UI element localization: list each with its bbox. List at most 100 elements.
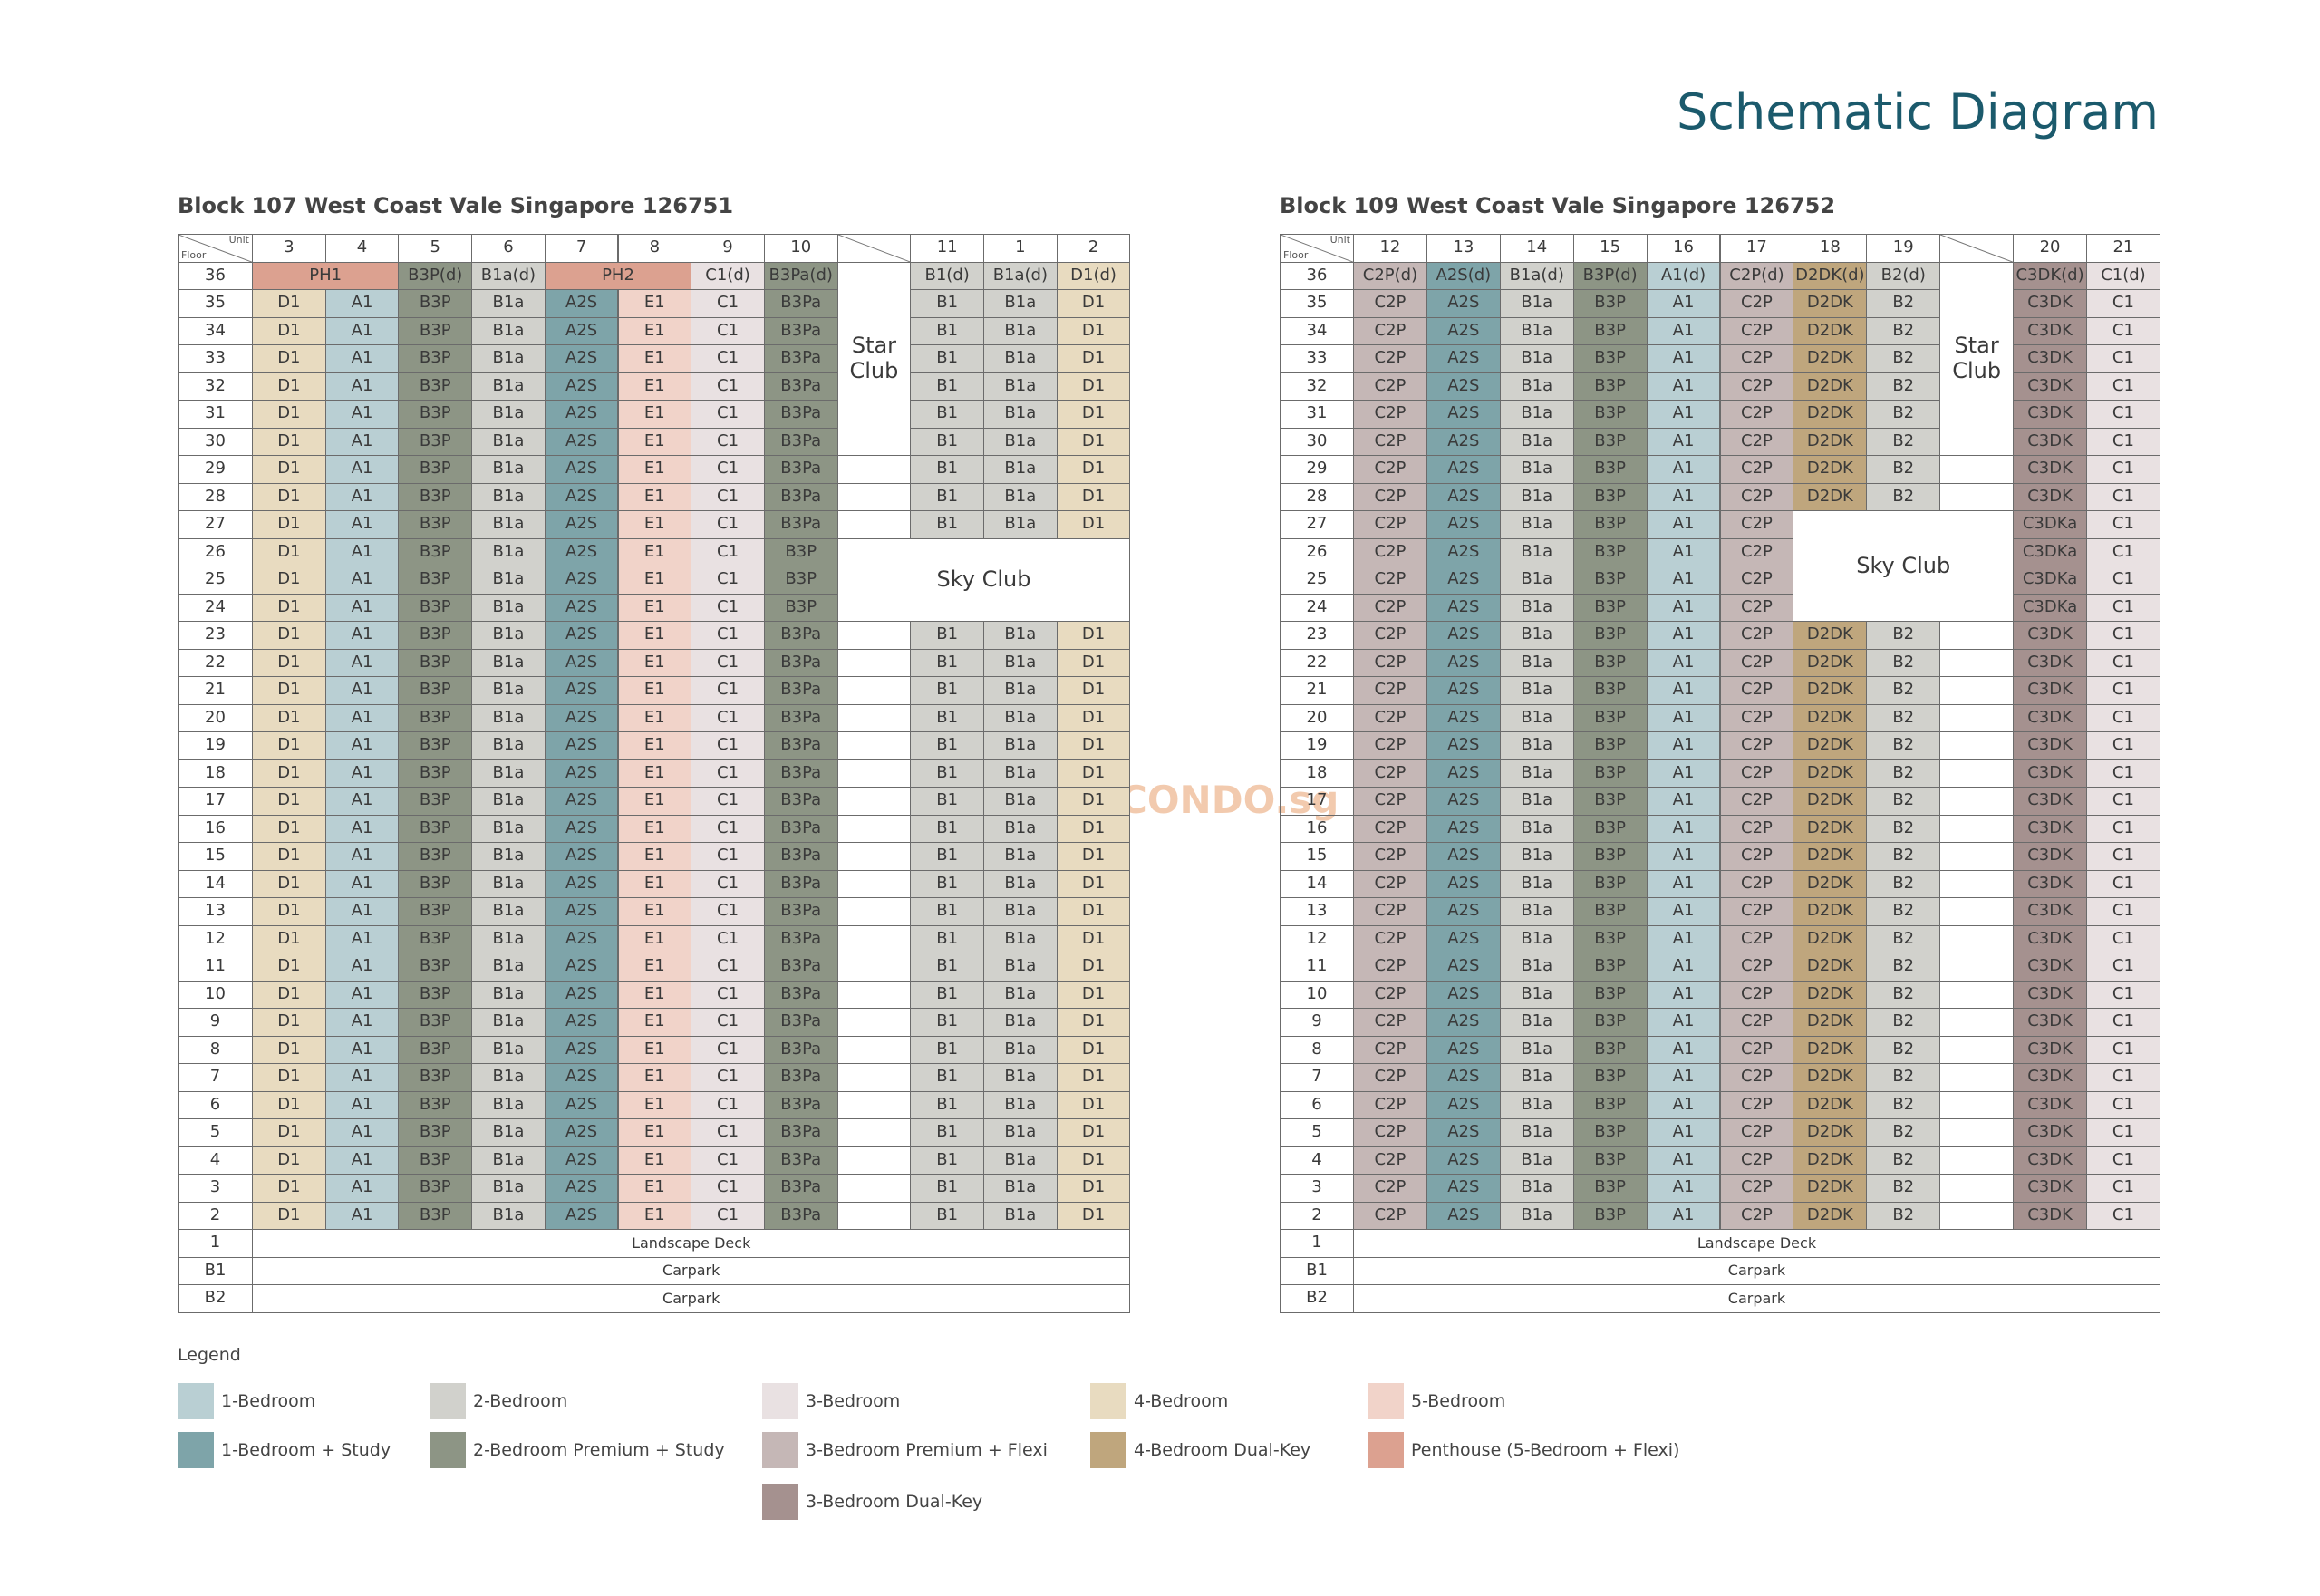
unit-cell: B2 [1866,842,1941,871]
unit-cell: E1 [617,731,692,760]
unit-cell: C3DK [2013,1008,2087,1037]
unit-cell: B3Pa [763,344,838,373]
unit-cell: B1 [910,1008,984,1037]
unit-cell: C1(d) [691,261,765,290]
unit-cell: A1 [1646,566,1721,595]
unit-cell: A1 [1646,953,1721,982]
unit-cell: B1a [471,400,546,429]
unit-cell: B3Pa [763,400,838,429]
unit-cell: B3P [398,897,473,926]
unit-cell: A1 [1646,703,1721,732]
unit-cell: B3P [1572,593,1648,622]
unit-cell: A1 [1646,648,1721,677]
unit-cell: A2S [544,566,619,595]
header-gap [1939,234,2015,263]
unit-cell: C2P [1353,566,1427,595]
unit-header: 18 [1793,234,1868,263]
unit-cell: B1a [983,289,1058,318]
unit-cell: B1a [983,1174,1058,1203]
unit-cell: B1a [983,344,1058,373]
legend-swatch [430,1432,466,1468]
unit-cell: A1 [1646,510,1721,539]
unit-cell: A2S [1426,455,1501,484]
unit-cell: A2S [1426,537,1501,566]
unit-cell: C2P [1353,316,1427,345]
unit-cell: B3P [398,1174,473,1203]
unit-cell: D1 [1056,924,1131,953]
unit-cell: D1 [1056,1118,1131,1147]
unit-cell: D1 [252,648,326,677]
unit-cell: B1a [1499,621,1574,650]
floor-number: 35 [178,289,253,318]
unit-cell: B1a [1499,1008,1574,1037]
gap-cell [1939,703,2015,732]
unit-cell: A2S(d) [1426,261,1501,290]
unit-cell: B3Pa [763,1090,838,1119]
floor-number: 21 [1280,676,1354,705]
unit-cell: B3P [398,924,473,953]
unit-cell: B3Pa [763,731,838,760]
unit-cell: D1 [252,316,326,345]
unit-cell: D2DK [1793,731,1868,760]
legend-label: 4-Bedroom Dual-Key [1134,1440,1311,1460]
floor-number: 7 [1280,1063,1354,1092]
unit-cell: C3DK [2013,703,2087,732]
unit-cell: B1a [983,759,1058,788]
header-corner: Unit Floor [178,234,253,263]
unit-cell: C3DKa [2013,537,2087,566]
unit-cell: B1a [471,676,546,705]
unit-header: 9 [691,234,765,263]
floor-number: 34 [178,316,253,345]
unit-cell: C1 [691,842,765,871]
unit-cell: A1 [1646,482,1721,511]
gap-cell [1939,1008,2015,1037]
unit-cell: B2 [1866,787,1941,816]
unit-cell: A2S [544,1063,619,1092]
unit-cell: C2P [1719,648,1794,677]
unit-cell: A2S [1426,1035,1501,1064]
unit-cell: A1 [324,980,400,1009]
unit-cell: C1 [2086,1063,2160,1092]
unit-cell: C1 [691,1090,765,1119]
unit-cell: A2S [544,344,619,373]
unit-cell: D2DK [1793,289,1868,318]
unit-cell: B1a [1499,289,1574,318]
unit-cell: C1 [2086,621,2160,650]
unit-cell: E1 [617,1035,692,1064]
diagonal [179,235,252,262]
floor-number: 33 [178,344,253,373]
unit-cell: B1a [983,924,1058,953]
unit-cell: C2P [1719,731,1794,760]
unit-cell: B3P [1572,1008,1648,1037]
unit-cell: B3P [398,621,473,650]
unit-cell: C3DKa [2013,593,2087,622]
unit-cell: A1 [1646,621,1721,650]
unit-cell: E1 [617,676,692,705]
unit-cell: A2S [544,897,619,926]
unit-cell: C3DK [2013,731,2087,760]
unit-cell: D1 [1056,510,1131,539]
unit-cell: B1a [1499,869,1574,898]
unit-header: 20 [2013,234,2087,263]
gap-cell [1939,482,2015,511]
unit-cell: C2P [1719,1090,1794,1119]
unit-cell: B1a(d) [983,261,1058,290]
unit-cell: C2P [1719,1146,1794,1175]
unit-cell: A1 [324,759,400,788]
unit-cell: C3DK [2013,1201,2087,1230]
unit-cell: B1a [471,869,546,898]
unit-cell: B3Pa [763,1201,838,1230]
unit-cell: E1 [617,787,692,816]
gap-cell [836,482,912,511]
unit-cell: B3Pa [763,427,838,456]
unit-cell: C1 [2086,648,2160,677]
unit-cell: A1 [324,648,400,677]
unit-cell: E1 [617,1146,692,1175]
unit-cell: A2S [544,814,619,843]
floor-number: 11 [1280,953,1354,982]
unit-cell: A1 [1646,814,1721,843]
legend-swatch [1090,1432,1126,1468]
unit-cell: B1a [1499,1035,1574,1064]
unit-cell: A1 [1646,1090,1721,1119]
unit-cell: D1 [252,289,326,318]
